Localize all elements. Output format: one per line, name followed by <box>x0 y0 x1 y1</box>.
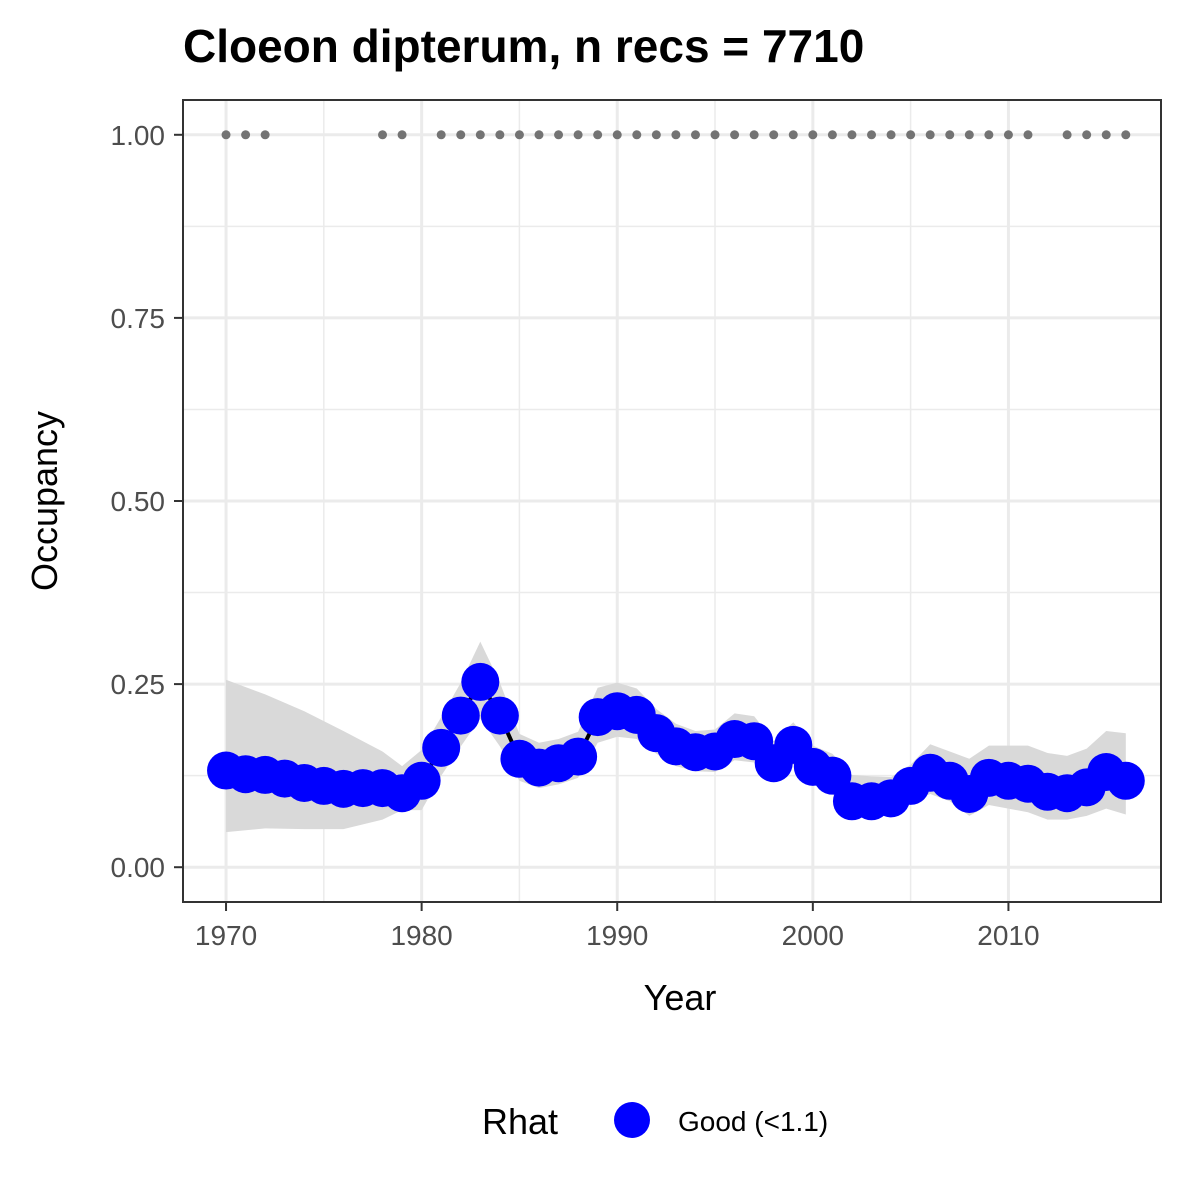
record-dot <box>475 130 485 140</box>
record-dot <box>612 130 622 140</box>
occupancy-point <box>402 761 441 800</box>
record-dot <box>788 130 798 140</box>
record-dot <box>808 130 818 140</box>
record-dot <box>495 130 505 140</box>
x-tick-label: 1980 <box>390 920 452 951</box>
occupancy-point <box>441 696 480 735</box>
legend-label-good: Good (<1.1) <box>678 1106 828 1137</box>
chart-title: Cloeon dipterum, n recs = 7710 <box>183 20 864 72</box>
record-dot <box>1062 130 1072 140</box>
record-dot <box>221 130 231 140</box>
record-dot <box>671 130 681 140</box>
occupancy-point <box>461 662 500 701</box>
record-dot <box>436 130 446 140</box>
record-year-dots <box>221 130 1131 140</box>
record-dot <box>906 130 916 140</box>
record-dot <box>1101 130 1111 140</box>
legend-key-good <box>614 1102 650 1138</box>
record-dot <box>945 130 955 140</box>
record-dot <box>867 130 877 140</box>
record-dot <box>1023 130 1033 140</box>
y-tick-label: 1.00 <box>111 120 166 151</box>
record-dot <box>690 130 700 140</box>
record-dot <box>1121 130 1131 140</box>
occupancy-point <box>422 728 461 767</box>
legend-title: Rhat <box>482 1101 558 1142</box>
record-dot <box>554 130 564 140</box>
record-dot <box>886 130 896 140</box>
record-dot <box>260 130 270 140</box>
y-axis: 0.00 0.25 0.50 0.75 1.00 <box>111 120 183 883</box>
record-dot <box>730 130 740 140</box>
record-dot <box>1003 130 1013 140</box>
occupancy-point <box>480 696 519 735</box>
record-dot <box>456 130 466 140</box>
record-dot <box>984 130 994 140</box>
x-tick-label: 1970 <box>195 920 257 951</box>
record-dot <box>964 130 974 140</box>
record-dot <box>749 130 759 140</box>
y-tick-label: 0.25 <box>111 669 166 700</box>
record-dot <box>241 130 251 140</box>
record-dot <box>378 130 388 140</box>
record-dot <box>925 130 935 140</box>
y-axis-title: Occupancy <box>24 411 65 591</box>
record-dot <box>651 130 661 140</box>
x-tick-label: 2010 <box>977 920 1039 951</box>
occupancy-points <box>207 662 1145 821</box>
record-dot <box>593 130 603 140</box>
record-dot <box>534 130 544 140</box>
occupancy-point <box>813 756 852 795</box>
record-dot <box>1082 130 1092 140</box>
record-dot <box>573 130 583 140</box>
x-axis-title: Year <box>644 977 717 1018</box>
record-dot <box>397 130 407 140</box>
record-dot <box>710 130 720 140</box>
x-tick-label: 1990 <box>586 920 648 951</box>
plot-panel <box>182 99 1162 903</box>
record-dot <box>847 130 857 140</box>
occupancy-point <box>1106 761 1145 800</box>
record-dot <box>769 130 779 140</box>
y-tick-label: 0.00 <box>111 852 166 883</box>
x-tick-label: 2000 <box>782 920 844 951</box>
y-tick-label: 0.50 <box>111 486 166 517</box>
occupancy-point <box>559 737 598 776</box>
record-dot <box>827 130 837 140</box>
y-tick-label: 0.75 <box>111 303 166 334</box>
record-dot <box>632 130 642 140</box>
legend: Rhat Good (<1.1) <box>482 1101 828 1142</box>
record-dot <box>514 130 524 140</box>
x-axis: 1970 1980 1990 2000 2010 <box>195 902 1040 951</box>
